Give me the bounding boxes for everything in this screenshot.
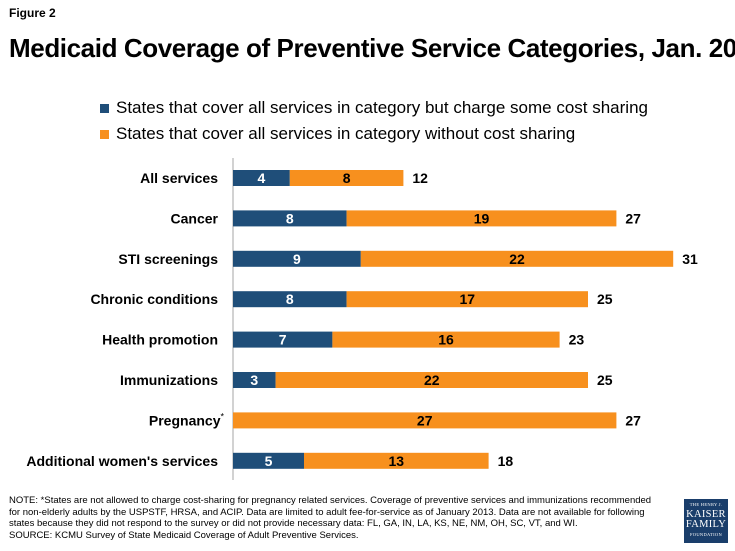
bar-no-cost-sharing	[304, 452, 489, 469]
category-label: All services	[140, 170, 218, 186]
total-label: 18	[498, 453, 514, 469]
kff-logo: THE HENRY J. KAISER FAMILY FOUNDATION	[684, 499, 728, 543]
bar-cost-sharing	[233, 291, 347, 308]
category-label: STI screenings	[118, 251, 218, 267]
bar-no-cost-sharing	[360, 250, 674, 267]
total-label: 23	[569, 332, 585, 348]
legend-label-no-cost-sharing: States that cover all services in catego…	[116, 124, 576, 143]
category-label: Chronic conditions	[90, 291, 218, 307]
data-label-cost-sharing: 3	[250, 372, 258, 388]
total-label: 31	[682, 251, 698, 267]
bar-cost-sharing	[233, 452, 304, 469]
data-label-no-cost-sharing: 8	[343, 170, 351, 186]
figure-label: Figure 2	[9, 6, 56, 20]
data-label-cost-sharing: 4	[258, 170, 266, 186]
legend-item-no-cost-sharing: States that cover all services in catego…	[100, 121, 648, 147]
bar-chart: All services 4 8 12 Cancer 8 19 27 STI screening…	[26, 158, 698, 480]
data-label-cost-sharing: 8	[286, 291, 294, 307]
bar-no-cost-sharing	[233, 412, 617, 429]
category-label: Pregnancy*	[149, 411, 225, 428]
logo-text: KAISER	[686, 508, 726, 520]
legend-item-cost-sharing: States that cover all services in catego…	[100, 95, 648, 121]
chart-legend: States that cover all services in catego…	[100, 95, 648, 147]
bar-no-cost-sharing	[275, 372, 588, 388]
note-line: NOTE: *States are not allowed to charge …	[9, 495, 652, 506]
chart-title: Medicaid Coverage of Preventive Service …	[9, 33, 735, 63]
data-label-cost-sharing: 5	[265, 453, 273, 469]
total-label: 27	[625, 412, 641, 428]
data-label-cost-sharing: 9	[293, 251, 301, 267]
data-label-no-cost-sharing: 13	[389, 453, 405, 469]
source-line: SOURCE: KCMU Survey of State Medicaid Co…	[9, 529, 359, 541]
legend-swatch-cost-sharing	[100, 103, 109, 113]
legend-swatch-no-cost-sharing	[100, 129, 109, 139]
chart-note: NOTE: *States are not allowed to charge …	[9, 495, 669, 541]
data-label-no-cost-sharing: 19	[474, 210, 490, 226]
data-label-no-cost-sharing: 17	[460, 291, 476, 307]
data-label-no-cost-sharing: 22	[509, 251, 525, 267]
category-label: Additional women's services	[26, 453, 218, 469]
data-label-no-cost-sharing: 22	[424, 372, 440, 388]
total-label: 25	[597, 372, 613, 388]
bar-no-cost-sharing	[346, 210, 617, 227]
total-label: 25	[597, 291, 613, 307]
data-label-no-cost-sharing: 16	[438, 332, 454, 348]
category-label: Health promotion	[102, 332, 218, 348]
data-label-cost-sharing: 8	[286, 210, 294, 226]
data-label-cost-sharing: 7	[279, 332, 287, 348]
bar-cost-sharing	[233, 170, 290, 186]
bar-cost-sharing	[233, 372, 276, 388]
bar-cost-sharing	[233, 331, 333, 348]
logo-text: FAMILY	[685, 519, 727, 530]
total-label: 27	[625, 210, 641, 226]
legend-label-cost-sharing: States that cover all services in catego…	[116, 98, 648, 117]
bar-no-cost-sharing	[289, 170, 404, 186]
note-line: for non-elderly adults by the USPSTF, HR…	[9, 506, 645, 518]
bar-cost-sharing	[233, 210, 347, 227]
total-label: 12	[412, 170, 428, 186]
logo-text: THE HENRY J.	[689, 502, 723, 507]
bar-no-cost-sharing	[346, 291, 588, 308]
data-label-no-cost-sharing: 27	[417, 412, 433, 428]
logo-text: FOUNDATION	[690, 531, 722, 537]
category-footnote-mark: *	[220, 411, 224, 421]
category-label: Cancer	[171, 210, 219, 226]
note-line: states because they did not respond to t…	[9, 518, 578, 529]
bar-no-cost-sharing	[332, 331, 560, 348]
category-label: Immunizations	[120, 372, 218, 388]
bar-cost-sharing	[233, 250, 361, 267]
